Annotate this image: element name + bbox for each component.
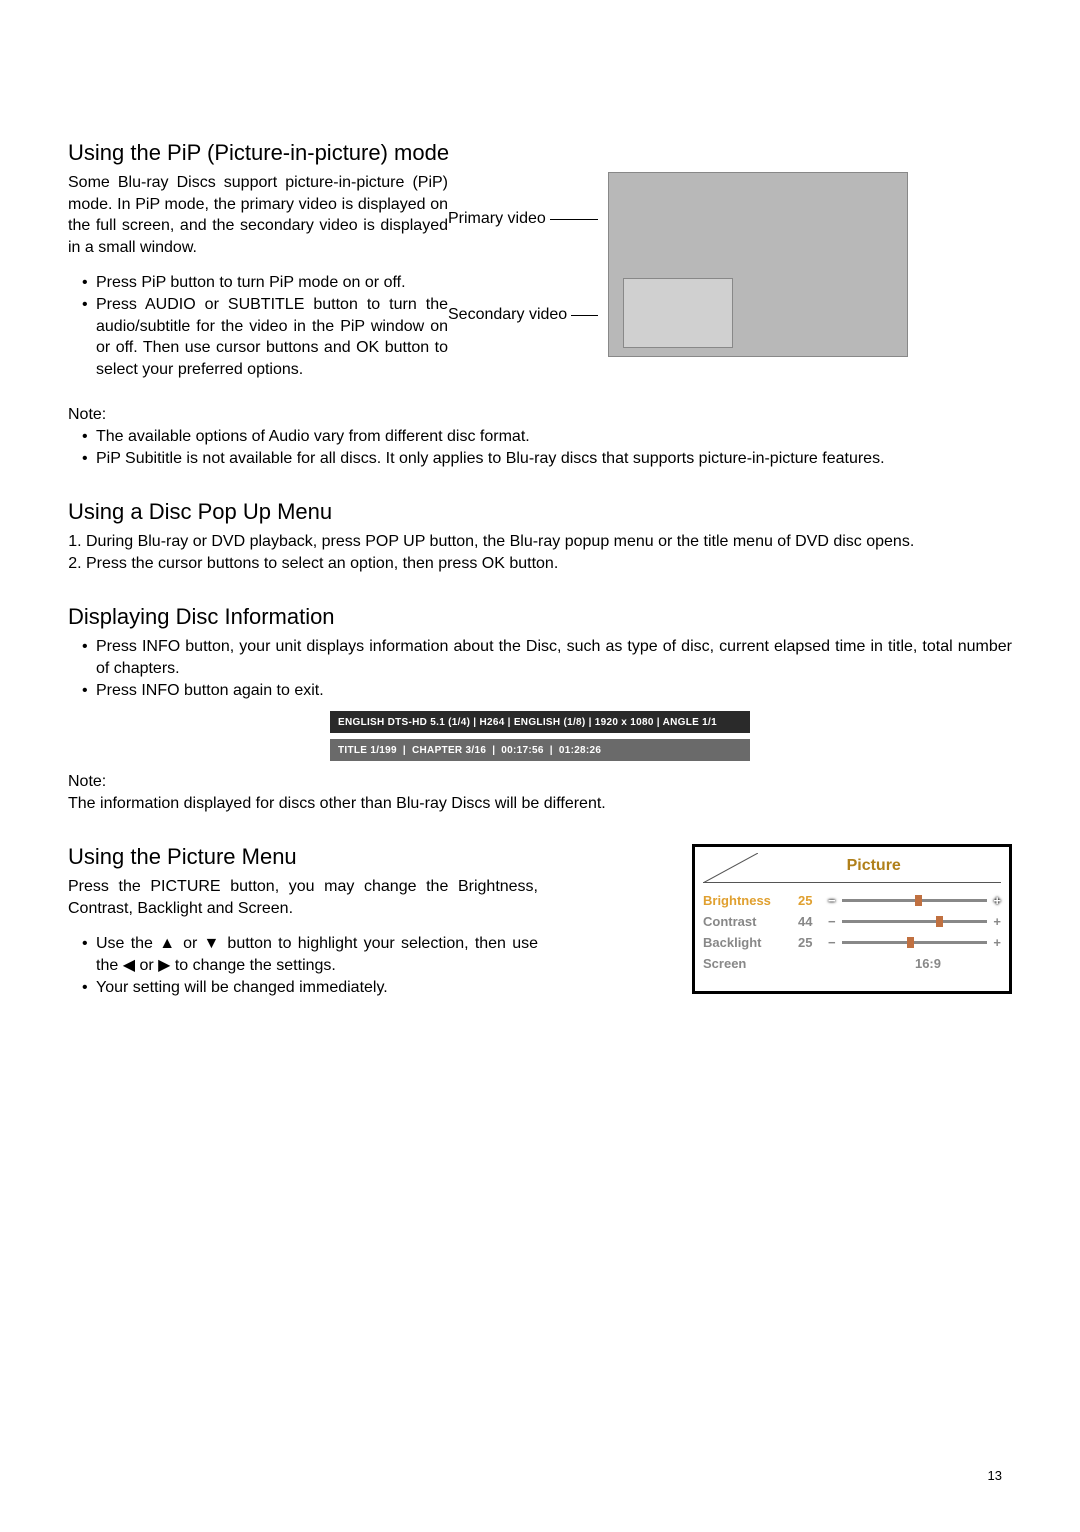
pm-value: 25 (798, 893, 828, 908)
picture-menu-screen-row: Screen 16:9 (703, 956, 1001, 971)
plus-icon: + (993, 914, 1001, 929)
picture-menu-title: Picture (847, 857, 901, 875)
picture-menu-header: Picture (703, 853, 1001, 883)
section-picmenu: Using the Picture Menu Press the PICTURE… (68, 844, 1012, 998)
pip-note: PiP Subititle is not available for all d… (82, 448, 1012, 470)
heading-discinfo: Displaying Disc Information (68, 604, 1012, 630)
pip-note-list: The available options of Audio vary from… (68, 426, 1012, 469)
primary-video-label: Primary video (448, 210, 546, 228)
picture-menu-slider-row: Backlight25−+ (703, 935, 1001, 950)
picmenu-bullets: Use the ▲ or ▼ button to highlight your … (68, 933, 538, 998)
pm-thumb (907, 937, 914, 948)
minus-icon: − (828, 893, 836, 908)
picture-menu-slider-row: Contrast44−+ (703, 914, 1001, 929)
ibar2-item: 01:28:26 (559, 745, 601, 756)
picture-menu-slider-row: Brightness25−+ (703, 893, 1001, 908)
picture-menu-box: Picture Brightness25−+Contrast44−+Backli… (692, 844, 1012, 994)
info-bar-1: ENGLISH DTS-HD 5.1 (1/4) | H264 | ENGLIS… (330, 711, 750, 733)
picture-menu-corner-icon (703, 853, 758, 883)
note-label: Note: (68, 771, 1012, 793)
pm-label: Contrast (703, 914, 798, 929)
discinfo-bullets: Press INFO button, your unit displays in… (68, 636, 1012, 701)
pip-labels-col: Primary video Secondary video (448, 172, 598, 380)
info-bar-2: TITLE 1/199 | CHAPTER 3/16 | 00:17:56 | … (330, 739, 750, 761)
ibar2-item: 00:17:56 (501, 745, 543, 756)
picmenu-row: Using the Picture Menu Press the PICTURE… (68, 844, 1012, 998)
note-label: Note: (68, 404, 1012, 426)
page-number: 13 (988, 1468, 1002, 1483)
pm-track (842, 920, 988, 923)
discinfo-note-text: The information displayed for discs othe… (68, 793, 1012, 815)
minus-icon: − (828, 914, 836, 929)
heading-pip: Using the PiP (Picture-in-picture) mode (68, 140, 1012, 166)
section-popup: Using a Disc Pop Up Menu During Blu-ray … (68, 499, 1012, 574)
section-discinfo: Displaying Disc Information Press INFO b… (68, 604, 1012, 814)
heading-picmenu: Using the Picture Menu (68, 844, 538, 870)
info-bars: ENGLISH DTS-HD 5.1 (1/4) | H264 | ENGLIS… (330, 711, 750, 761)
popup-step: During Blu-ray or DVD playback, press PO… (86, 531, 1012, 553)
heading-popup: Using a Disc Pop Up Menu (68, 499, 1012, 525)
pm-thumb (936, 916, 943, 927)
minus-icon: − (828, 935, 836, 950)
picmenu-bullet: Your setting will be changed immediately… (82, 977, 538, 999)
pip-bullets: Press PiP button to turn PiP mode on or … (68, 272, 448, 380)
pip-intro: Some Blu-ray Discs support picture-in-pi… (68, 172, 448, 258)
popup-steps: During Blu-ray or DVD playback, press PO… (68, 531, 1012, 574)
picmenu-osd: Picture Brightness25−+Contrast44−+Backli… (692, 844, 1012, 998)
plus-icon: + (993, 893, 1001, 908)
pm-thumb (915, 895, 922, 906)
callout-line (571, 315, 598, 316)
pm-track (842, 899, 988, 902)
pm-value: 25 (798, 935, 828, 950)
pip-image-col (608, 172, 908, 380)
secondary-video-label-row: Secondary video (448, 306, 598, 324)
pm-label: Brightness (703, 893, 798, 908)
picmenu-intro: Press the PICTURE button, you may change… (68, 876, 538, 919)
pm-label: Backlight (703, 935, 798, 950)
pip-note: The available options of Audio vary from… (82, 426, 1012, 448)
pm-slider: −+ (828, 914, 1001, 929)
plus-icon: + (993, 935, 1001, 950)
pip-row: Some Blu-ray Discs support picture-in-pi… (68, 172, 1012, 380)
ibar2-item: TITLE 1/199 (338, 745, 397, 756)
popup-step: Press the cursor buttons to select an op… (86, 553, 1012, 575)
callout-line (550, 219, 598, 220)
pip-screenshot (608, 172, 908, 357)
picture-menu-rows: Brightness25−+Contrast44−+Backlight25−+ (703, 893, 1001, 950)
pm-value: 44 (798, 914, 828, 929)
secondary-video-label: Secondary video (448, 306, 567, 324)
pip-secondary-window (623, 278, 733, 348)
primary-video-label-row: Primary video (448, 210, 598, 228)
ibar2-sep: | (403, 745, 406, 756)
picmenu-text-col: Using the Picture Menu Press the PICTURE… (68, 844, 538, 998)
pip-bullet: Press PiP button to turn PiP mode on or … (82, 272, 448, 294)
pm-slider: −+ (828, 893, 1001, 908)
pm-screen-value: 16:9 (915, 956, 941, 971)
pip-left-col: Some Blu-ray Discs support picture-in-pi… (68, 172, 448, 380)
pip-bullet: Press AUDIO or SUBTITLE button to turn t… (82, 294, 448, 380)
pm-slider: −+ (828, 935, 1001, 950)
section-pip: Using the PiP (Picture-in-picture) mode … (68, 140, 1012, 469)
picmenu-bullet: Use the ▲ or ▼ button to highlight your … (82, 933, 538, 976)
pm-screen-label: Screen (703, 956, 798, 971)
discinfo-bullet: Press INFO button again to exit. (82, 680, 1012, 702)
discinfo-bullet: Press INFO button, your unit displays in… (82, 636, 1012, 679)
ibar2-item: CHAPTER 3/16 (412, 745, 486, 756)
ibar2-sep: | (492, 745, 495, 756)
ibar2-sep: | (550, 745, 553, 756)
pm-track (842, 941, 988, 944)
